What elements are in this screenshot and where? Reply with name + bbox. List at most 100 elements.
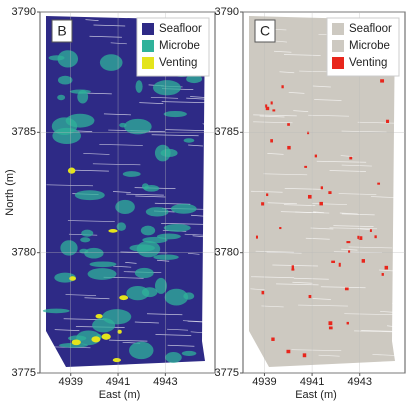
venting-patch <box>112 357 121 363</box>
microbe-patch <box>119 122 127 128</box>
microbe-patch <box>92 318 116 333</box>
venting-spot <box>380 79 385 83</box>
swath-stripe <box>379 269 396 272</box>
swath-stripe <box>312 298 331 300</box>
x-tick-label: 4939 <box>252 376 276 388</box>
venting-spot <box>381 273 384 276</box>
venting-spot <box>270 101 273 105</box>
venting-spot <box>328 191 332 195</box>
swath-stripe <box>109 339 148 342</box>
venting-spot <box>346 241 351 244</box>
venting-spot <box>358 236 363 240</box>
microbe-patch <box>57 50 79 68</box>
swath-stripe <box>84 297 110 300</box>
microbe-patch <box>163 110 187 118</box>
venting-spot <box>255 235 258 239</box>
microbe-patch <box>84 247 104 259</box>
x-axis-label: East (m) <box>295 389 337 401</box>
swath-stripe <box>167 344 195 347</box>
panel-label: C <box>260 23 270 39</box>
swath-stripe <box>380 311 396 313</box>
swath-stripe <box>370 196 396 198</box>
venting-spot <box>265 104 268 108</box>
venting-spot <box>320 186 324 190</box>
microbe-patch <box>163 223 191 232</box>
swath-stripe <box>284 188 323 190</box>
legend-label: Seafloor <box>349 23 392 35</box>
venting-spot <box>331 260 336 263</box>
legend-swatch <box>332 40 344 52</box>
swath-stripe <box>305 237 330 240</box>
x-tick-label: 4943 <box>347 376 371 388</box>
swath-stripe <box>150 96 179 99</box>
venting-spot <box>291 265 295 270</box>
swath-stripe <box>188 144 203 147</box>
swath-stripe <box>139 102 164 104</box>
swath-stripe <box>110 42 127 45</box>
swath-stripe <box>329 227 378 230</box>
panel-label-box <box>51 19 73 43</box>
swath-stripe <box>283 204 316 206</box>
swath-stripe <box>263 173 308 176</box>
swath-stripe <box>146 313 183 316</box>
venting-spot <box>287 145 291 150</box>
swath-stripe <box>267 202 297 205</box>
y-tick-label: 3785 <box>215 126 239 138</box>
swath-stripe <box>187 252 200 255</box>
swath-stripe <box>161 101 206 103</box>
microbe-patch <box>141 183 149 190</box>
swath-stripe <box>190 214 206 217</box>
swath-stripe <box>156 259 170 262</box>
venting-spot <box>291 268 295 271</box>
x-tick-label: 4941 <box>106 376 130 388</box>
swath-stripe <box>250 288 266 291</box>
microbe-patch <box>42 308 70 314</box>
microbe-patch <box>126 285 150 301</box>
swath-stripe <box>113 265 132 268</box>
swath-stripe <box>125 262 137 264</box>
microbe-patch <box>65 113 95 128</box>
microbe-patch <box>129 341 154 360</box>
y-tick-label: 3775 <box>12 367 36 379</box>
venting-spot <box>272 109 276 112</box>
microbe-patch <box>52 127 81 144</box>
swath-stripe <box>253 114 297 117</box>
venting-spot <box>346 321 349 325</box>
y-tick-label: 3775 <box>215 367 239 379</box>
microbe-patch <box>79 248 89 254</box>
swath-stripe <box>190 96 206 98</box>
swath-stripe <box>273 50 292 53</box>
venting-spot <box>281 85 284 89</box>
swath-stripe <box>276 283 319 286</box>
microbe-patch <box>122 171 141 177</box>
swath-stripe <box>85 19 99 21</box>
swath-stripe <box>283 54 321 56</box>
venting-spot <box>286 349 291 354</box>
swath-stripe <box>293 277 329 280</box>
swath-stripe <box>161 223 206 225</box>
legend-swatch <box>332 57 344 69</box>
swath-stripe <box>144 16 164 18</box>
swath-stripe <box>339 212 358 215</box>
swath-stripe <box>251 276 295 279</box>
swath-stripe <box>72 169 109 172</box>
microbe-patch <box>160 148 178 158</box>
swath-stripe <box>182 320 206 323</box>
legend-swatch <box>142 57 154 69</box>
y-tick-label: 3780 <box>12 247 36 259</box>
swath-stripe <box>67 220 115 222</box>
swath-stripe <box>192 15 206 18</box>
swath-stripe <box>386 325 396 328</box>
swath-stripe <box>292 281 313 284</box>
swath-stripe <box>151 134 199 137</box>
venting-patch <box>91 336 101 343</box>
swath-stripe <box>83 153 110 155</box>
swath-stripe <box>280 211 317 213</box>
legend-swatch <box>332 23 344 35</box>
swath-stripe <box>340 155 353 157</box>
microbe-patch <box>135 80 143 93</box>
x-tick-label: 4941 <box>300 376 324 388</box>
swath-stripe <box>310 227 334 230</box>
swath-stripe <box>202 123 206 125</box>
y-axis-label: North (m) <box>4 169 16 215</box>
